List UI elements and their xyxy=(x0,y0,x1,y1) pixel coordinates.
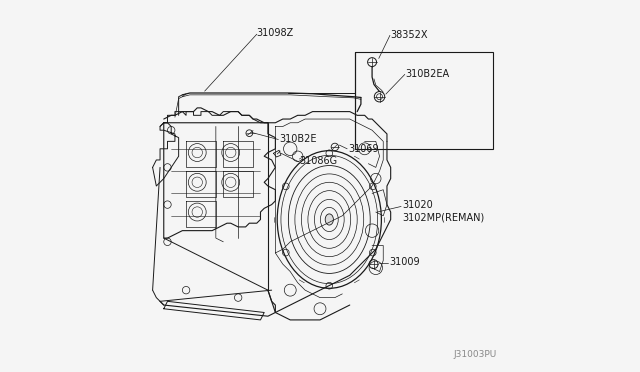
Bar xyxy=(355,52,493,149)
Text: 31086G: 31086G xyxy=(300,156,338,166)
Text: J31003PU: J31003PU xyxy=(454,350,497,359)
Text: 31020: 31020 xyxy=(402,200,433,209)
Text: 31098Z: 31098Z xyxy=(257,29,294,38)
Text: 3102MP(REMAN): 3102MP(REMAN) xyxy=(402,213,484,222)
Text: 310B2EA: 310B2EA xyxy=(406,70,450,79)
Text: 310B2E: 310B2E xyxy=(279,135,317,144)
Ellipse shape xyxy=(325,214,333,225)
Text: 38352X: 38352X xyxy=(390,31,428,40)
Text: 31009: 31009 xyxy=(389,257,419,267)
Text: 31069: 31069 xyxy=(348,144,378,154)
